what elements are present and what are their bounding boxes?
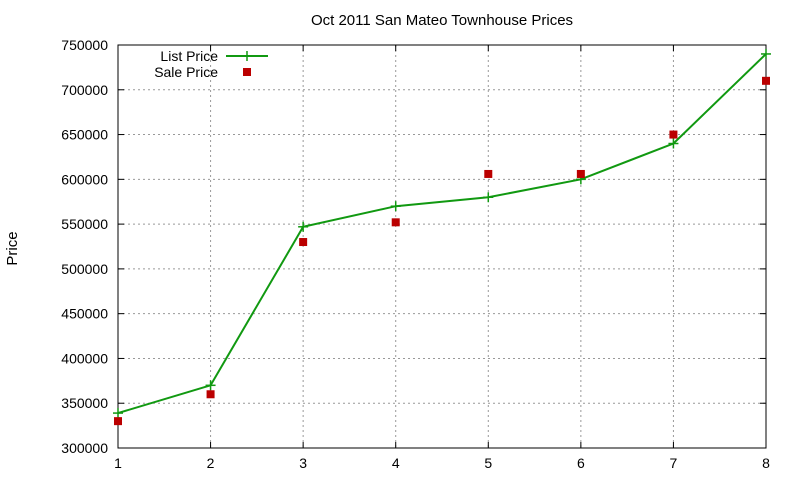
legend-marker-sale-price (243, 68, 251, 76)
legend-label-list-price: List Price (160, 48, 218, 64)
y-axis-title: Price (4, 231, 21, 265)
x-tick-label: 3 (299, 455, 307, 471)
sale-price-point (206, 390, 215, 399)
list-price-line (117, 53, 767, 415)
gridlines (118, 45, 766, 448)
list-price-point (113, 408, 123, 419)
sale-price-point (114, 417, 122, 426)
y-tick-label: 350000 (61, 395, 108, 411)
x-tick-label: 8 (762, 455, 770, 471)
legend-marker-list-price (242, 51, 252, 61)
x-tick-label: 4 (392, 455, 400, 471)
tick-labels: 300000 350000 400000 450000 500000 550000 6000… (61, 37, 770, 471)
axis-ticks (117, 44, 767, 449)
y-tick-label: 450000 (61, 306, 108, 322)
sale-price-point (484, 169, 493, 178)
legend-label-sale-price: Sale Price (154, 64, 218, 80)
list-price-point (761, 48, 771, 59)
plot-border (117, 44, 767, 449)
x-tick-label: 1 (114, 455, 122, 471)
y-tick-label: 300000 (61, 440, 108, 456)
sale-price-point (299, 238, 308, 247)
list-price-point (298, 221, 309, 232)
y-tick-label: 700000 (61, 82, 108, 98)
y-tick-label: 750000 (61, 37, 108, 53)
sale-price-point (762, 76, 770, 85)
y-tick-label: 650000 (61, 127, 108, 143)
list-price-point (205, 380, 216, 391)
list-price-point (390, 201, 401, 212)
x-tick-label: 2 (207, 455, 215, 471)
sale-price-point (576, 169, 585, 178)
y-tick-label: 600000 (61, 171, 108, 187)
y-tick-label: 550000 (61, 216, 108, 232)
sale-price-point (391, 218, 400, 227)
y-tick-label: 400000 (61, 350, 108, 366)
series (113, 48, 771, 426)
y-tick-label: 500000 (61, 261, 108, 277)
chart-title: Oct 2011 San Mateo Townhouse Prices (311, 12, 573, 29)
list-price-point (483, 192, 494, 203)
x-tick-label: 7 (670, 455, 678, 471)
x-tick-label: 5 (484, 455, 492, 471)
list-price-point (668, 138, 679, 149)
sale-price-point (669, 130, 678, 139)
x-tick-label: 6 (577, 455, 585, 471)
